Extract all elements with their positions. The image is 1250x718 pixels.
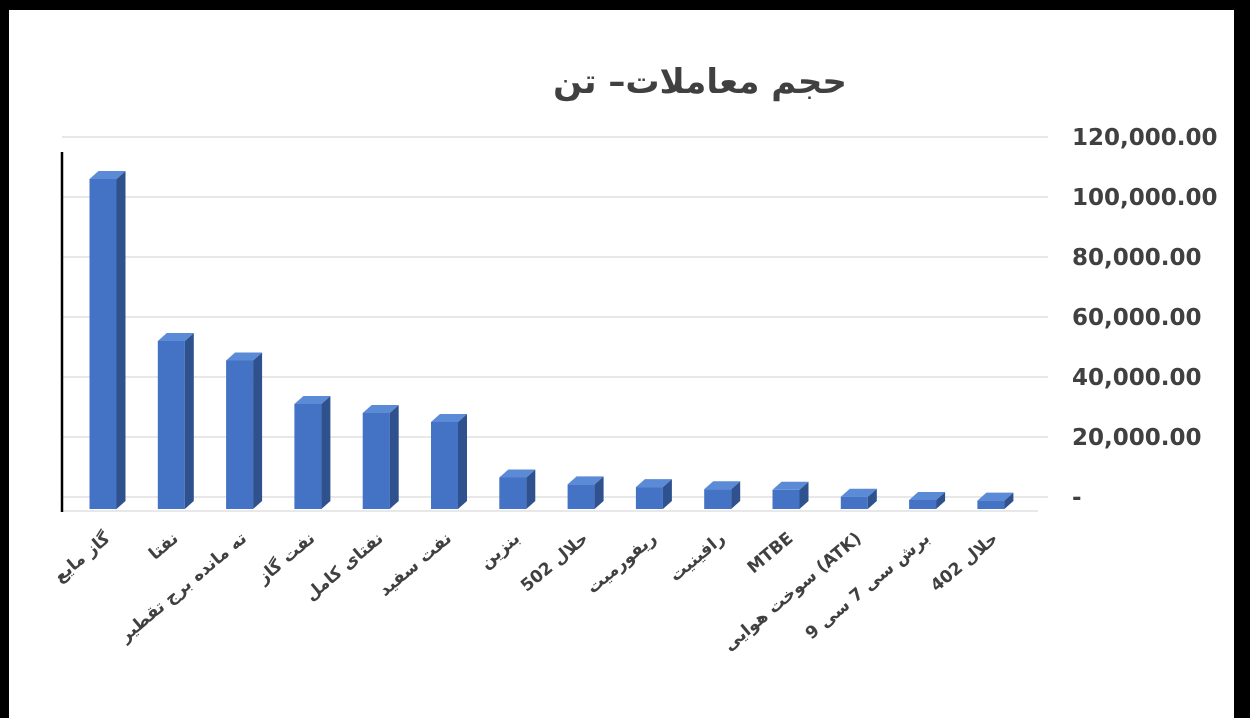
bar — [977, 492, 1014, 509]
bar — [157, 333, 194, 509]
bar-front — [772, 489, 800, 509]
bar-side — [116, 171, 126, 509]
bar-top — [840, 488, 877, 497]
bar — [840, 488, 877, 509]
y-axis-ticks: - 20,000.00 40,000.00 60,000.00 80,000.00 100… — [1072, 125, 1218, 511]
x-tick-label: نفتا — [145, 529, 182, 565]
bar-top — [567, 476, 604, 485]
x-tick-label: حلال 502 — [517, 529, 592, 597]
bar-side — [458, 414, 467, 509]
bar-top — [909, 492, 946, 500]
bar-front — [499, 477, 527, 509]
bar-front — [635, 487, 663, 509]
bars — [89, 171, 1014, 509]
bar-side — [662, 479, 672, 509]
bar-top — [431, 414, 467, 422]
bar-front — [431, 422, 458, 509]
bar-top — [226, 352, 263, 361]
y-tick-label: 100,000.00 — [1072, 185, 1218, 211]
grid-lines — [62, 136, 1048, 512]
x-tick-label: نفت گاز — [252, 528, 319, 589]
bar-front — [909, 500, 937, 509]
bar-top — [499, 469, 536, 478]
bar-side — [731, 481, 741, 509]
bar-top — [772, 481, 809, 490]
y-tick-label: 80,000.00 — [1072, 245, 1202, 271]
chart-title: حجم معاملات– تن — [553, 62, 847, 102]
x-tick-label: بنزین — [476, 529, 524, 574]
bar-front — [704, 489, 732, 509]
bar-front — [362, 413, 390, 509]
bar — [89, 171, 126, 509]
bar-front — [226, 360, 254, 509]
bar — [635, 479, 672, 509]
bar — [431, 414, 467, 509]
bar-top — [977, 492, 1014, 501]
y-tick-label: 40,000.00 — [1072, 365, 1202, 391]
x-tick-label: ریفورمیت — [583, 529, 660, 599]
bar-side — [1004, 492, 1014, 509]
bar-front — [567, 484, 595, 509]
y-tick-label: 60,000.00 — [1072, 305, 1202, 331]
bar-front — [294, 404, 322, 509]
x-tick-label: MTBE — [744, 529, 798, 578]
bar-front — [977, 500, 1005, 509]
x-tick-label: برش سی 7 سی 9 — [802, 529, 934, 644]
x-tick-label: حلال 402 — [927, 529, 1002, 597]
bar-side — [799, 481, 809, 509]
bar — [362, 405, 399, 509]
bar-front — [840, 496, 868, 509]
bar-top — [89, 171, 126, 179]
bar — [909, 492, 946, 509]
bar-top — [157, 333, 194, 341]
bar-side — [389, 405, 399, 509]
bar — [294, 396, 331, 509]
bar-front — [157, 341, 185, 509]
x-tick-label: نفت سفید — [375, 529, 455, 601]
bar-top — [704, 481, 741, 490]
bar-top — [362, 405, 399, 413]
bar — [499, 469, 536, 509]
y-tick-label: 20,000.00 — [1072, 425, 1202, 451]
bar — [772, 481, 809, 509]
y-tick-label: 120,000.00 — [1072, 125, 1218, 151]
bar-top — [294, 396, 331, 404]
bar-front — [89, 179, 117, 509]
bar — [226, 352, 263, 509]
x-tick-label: گاز مایع — [49, 528, 114, 587]
bar — [704, 481, 741, 509]
x-tick-label: ته مانده برج تقطیر — [115, 529, 251, 647]
x-tick-label: رافینیت — [666, 529, 729, 586]
bar — [567, 476, 604, 509]
bar-side — [936, 492, 946, 509]
bar-side — [526, 469, 536, 509]
bar-side — [321, 396, 331, 509]
y-tick-label: - — [1072, 485, 1082, 511]
bar-side — [184, 333, 194, 509]
bar-side — [867, 488, 877, 509]
bar-side — [594, 476, 604, 509]
bar-side — [253, 352, 263, 509]
bar-top — [635, 479, 672, 488]
